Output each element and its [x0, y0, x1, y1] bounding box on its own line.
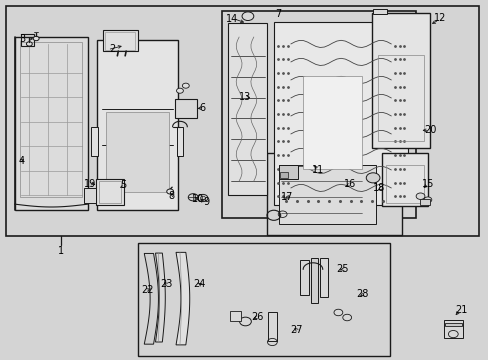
Text: 4: 4: [19, 156, 25, 166]
Text: 16: 16: [343, 179, 355, 189]
Bar: [105, 32, 135, 50]
Text: 19: 19: [84, 179, 96, 189]
Text: 8: 8: [168, 191, 175, 201]
Text: 27: 27: [290, 325, 303, 336]
Circle shape: [423, 197, 431, 203]
Bar: [372, 9, 386, 14]
Bar: [280, 172, 287, 178]
Bar: [300, 260, 308, 295]
Text: 20: 20: [424, 125, 436, 135]
Text: 15: 15: [421, 179, 433, 189]
Bar: [443, 320, 462, 338]
Text: 18: 18: [372, 183, 384, 193]
Bar: [310, 258, 318, 303]
Bar: [20, 42, 82, 197]
Bar: [96, 179, 124, 205]
Text: 23: 23: [160, 279, 172, 289]
Circle shape: [182, 83, 189, 88]
Circle shape: [33, 36, 39, 41]
Bar: [97, 40, 177, 210]
Text: 9: 9: [203, 197, 209, 207]
Bar: [15, 37, 88, 210]
Bar: [102, 30, 138, 51]
Text: 25: 25: [336, 264, 348, 274]
Text: 2: 2: [109, 44, 116, 54]
Circle shape: [176, 88, 183, 93]
Bar: [444, 323, 461, 326]
Bar: [20, 34, 34, 46]
Circle shape: [242, 12, 253, 21]
Bar: [303, 76, 361, 169]
Polygon shape: [155, 253, 165, 342]
Text: 21: 21: [454, 305, 466, 315]
Text: 1: 1: [58, 246, 63, 256]
Bar: [266, 153, 402, 235]
Bar: [278, 165, 375, 224]
Bar: [229, 311, 240, 321]
Bar: [377, 55, 424, 141]
Bar: [176, 127, 183, 156]
Text: 10: 10: [192, 194, 204, 204]
Circle shape: [342, 314, 351, 321]
Bar: [267, 312, 276, 341]
Bar: [273, 22, 407, 205]
Circle shape: [166, 189, 173, 194]
Bar: [419, 199, 429, 205]
Text: 13: 13: [238, 92, 250, 102]
Bar: [382, 153, 427, 206]
Text: 11: 11: [311, 165, 324, 175]
Text: 6: 6: [199, 103, 205, 113]
Polygon shape: [144, 253, 158, 344]
Bar: [84, 188, 96, 203]
Text: 7: 7: [275, 9, 281, 19]
Text: 17: 17: [281, 192, 293, 202]
Bar: [228, 23, 267, 195]
Bar: [175, 99, 196, 118]
Bar: [386, 165, 424, 203]
Circle shape: [415, 193, 424, 199]
Bar: [138, 243, 389, 356]
Bar: [278, 165, 298, 179]
Bar: [105, 112, 168, 192]
Polygon shape: [176, 252, 189, 345]
Text: 3: 3: [20, 34, 26, 44]
Circle shape: [366, 173, 379, 183]
Text: 28: 28: [355, 289, 367, 300]
Text: 24: 24: [193, 279, 205, 289]
Text: 5: 5: [120, 180, 126, 190]
Circle shape: [333, 309, 342, 316]
Text: 22: 22: [141, 285, 153, 295]
Bar: [371, 13, 429, 148]
Text: 12: 12: [433, 13, 446, 23]
Text: 26: 26: [251, 312, 263, 322]
Bar: [91, 127, 98, 156]
Bar: [6, 6, 478, 236]
Circle shape: [26, 42, 32, 46]
Circle shape: [239, 317, 251, 326]
Text: 14: 14: [225, 14, 238, 24]
Bar: [99, 181, 121, 203]
Bar: [320, 258, 327, 297]
Bar: [222, 11, 415, 218]
